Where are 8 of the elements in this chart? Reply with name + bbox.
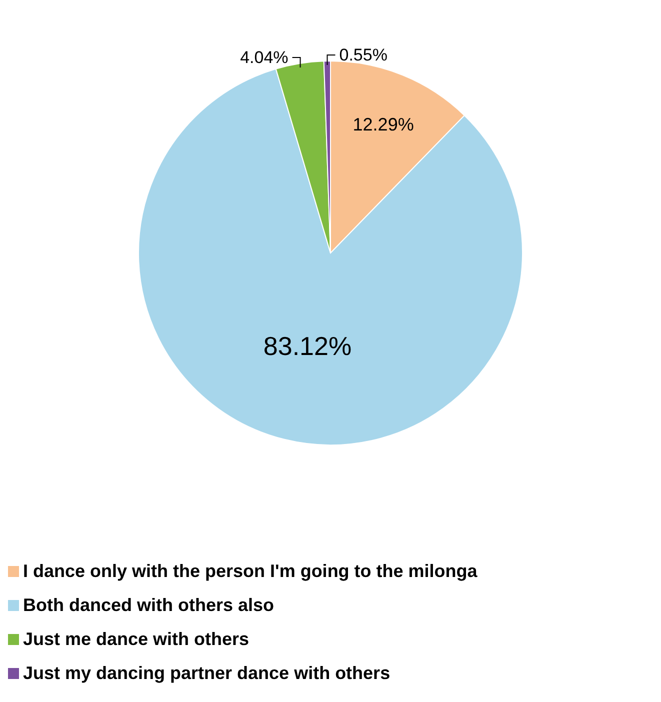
data-label: 4.04% [240, 48, 288, 67]
legend-label: Just me dance with others [23, 629, 250, 649]
data-label: 12.29% [352, 114, 414, 135]
data-label: 0.55% [339, 46, 388, 65]
data-label: 83.12% [263, 331, 352, 362]
legend-label: Just my dancing partner dance with others [23, 663, 390, 683]
legend-label: Both danced with others also [23, 595, 274, 615]
legend-label: I dance only with the person I'm going to the milonga [23, 561, 478, 581]
